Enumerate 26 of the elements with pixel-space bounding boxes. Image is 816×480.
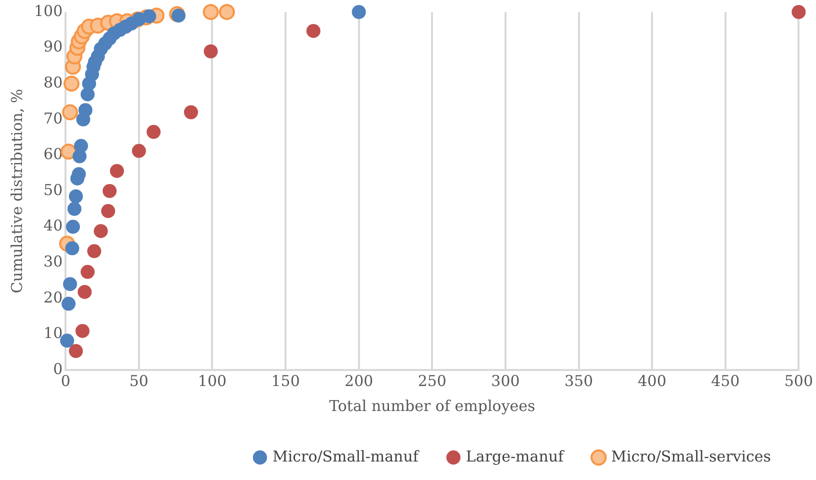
y-tick-label: 60 [44,145,63,164]
y-tick-label: 10 [44,324,63,342]
x-tick-label: 400 [638,372,666,390]
y-tick-label: 100 [34,2,63,20]
y-tick-label: 20 [44,288,63,306]
y-axis-title: Cumulative distribution, % [8,88,26,294]
y-tick-label: 80 [44,73,63,92]
y-tick-label: 0 [53,360,63,378]
x-tick-label: 200 [344,372,374,390]
y-tick-label: 30 [44,252,63,270]
x-axis-title: Total number of employees [329,396,536,415]
x-tick-label: 500 [784,372,814,390]
y-tick-label: 40 [44,216,63,235]
x-tick-label: 100 [198,372,227,390]
x-tick-label: 50 [129,372,148,390]
x-tick-label: 250 [418,372,446,390]
x-tick-label: 350 [564,372,594,390]
legend-label: Micro/Small-manuf [272,447,420,466]
x-tick-label: 450 [711,372,740,390]
x-tick-label: 150 [271,372,300,390]
x-tick-label: 300 [491,372,520,390]
y-tick-label: 50 [44,180,63,199]
y-tick-label: 70 [44,109,63,128]
legend-label: Large-manuf [466,447,566,466]
legend-label: Micro/Small-services [611,447,772,466]
y-tick-label: 90 [44,38,63,56]
